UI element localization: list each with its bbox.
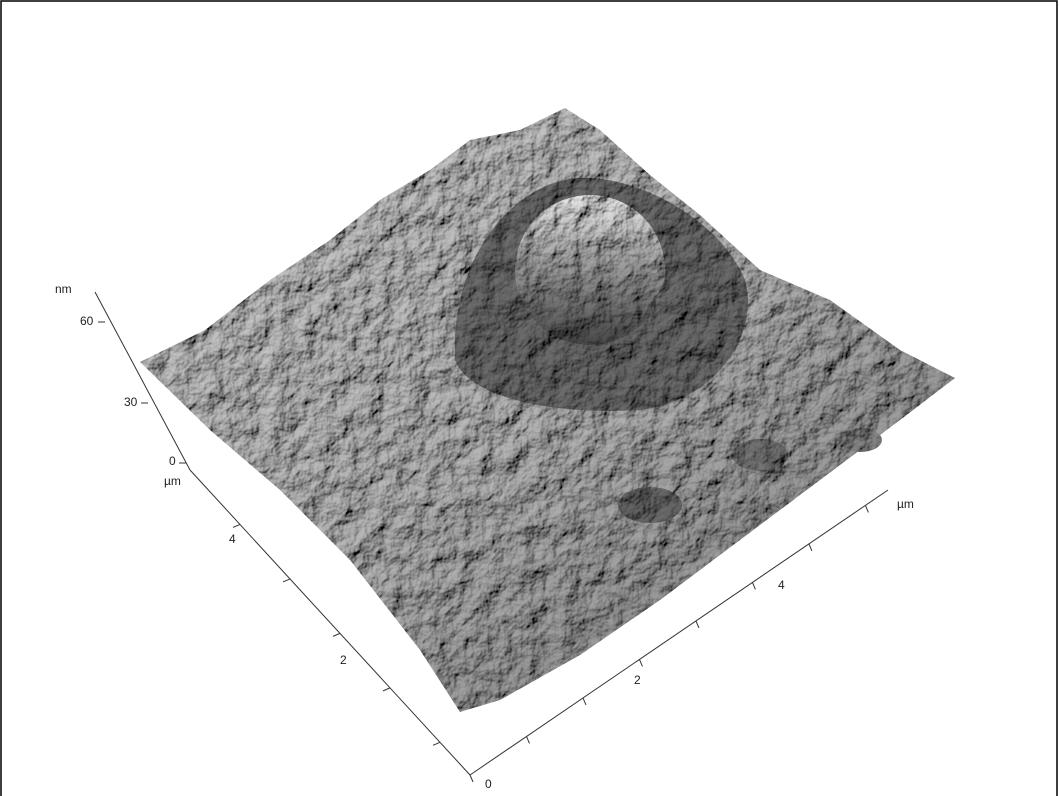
afm-view: nm 60 30 0 µm 4 2 0 2 4 µm — [0, 0, 1059, 796]
tick — [639, 659, 642, 666]
tick — [283, 579, 290, 582]
tick — [865, 505, 868, 512]
z-tick-label: 0 — [169, 454, 176, 468]
x-unit: µm — [897, 497, 914, 511]
x-tick-label: 0 — [485, 777, 492, 791]
tick — [433, 742, 440, 745]
z-unit: nm — [55, 282, 72, 296]
tick — [470, 775, 473, 782]
tick — [696, 621, 699, 628]
tick — [809, 544, 812, 551]
y-unit: µm — [164, 474, 181, 488]
y-tick-label: 2 — [340, 653, 347, 667]
y-tick-label: 4 — [229, 532, 236, 546]
surface — [140, 108, 955, 712]
z-tick-label: 30 — [124, 395, 138, 409]
tick — [752, 582, 755, 589]
tick — [383, 688, 390, 691]
tick — [526, 736, 529, 743]
x-tick-label: 2 — [634, 673, 641, 687]
z-tick-label: 60 — [80, 314, 94, 328]
tick — [583, 698, 586, 705]
tick — [333, 633, 340, 636]
x-tick-label: 4 — [778, 578, 785, 592]
tick — [233, 524, 240, 527]
